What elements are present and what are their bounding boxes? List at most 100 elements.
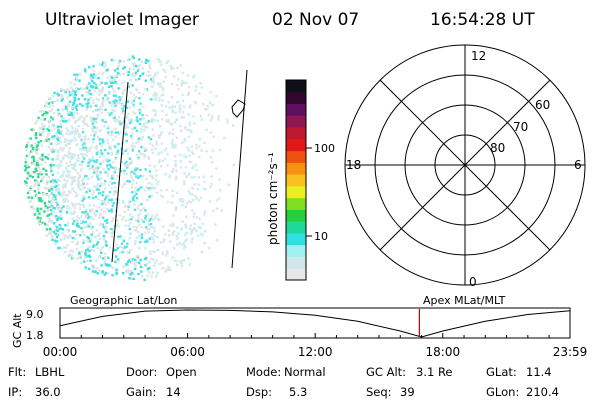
- aurora-pixel: [150, 275, 153, 278]
- aurora-pixel: [105, 243, 108, 247]
- aurora-pixel: [107, 183, 111, 187]
- aurora-pixel: [59, 175, 63, 178]
- aurora-pixel: [155, 96, 158, 99]
- aurora-pixel: [216, 207, 219, 210]
- aurora-pixel: [81, 127, 85, 131]
- aurora-pixel: [100, 142, 104, 145]
- aurora-pixel: [64, 184, 67, 188]
- aurora-pixel: [67, 153, 71, 156]
- aurora-pixel: [191, 209, 194, 212]
- aurora-pixel: [109, 165, 113, 168]
- aurora-pixel: [185, 155, 188, 159]
- aurora-pixel: [53, 178, 57, 181]
- aurora-pixel: [138, 112, 142, 115]
- aurora-pixel: [102, 168, 105, 171]
- polar-label-80: 80: [490, 141, 505, 155]
- aurora-pixel: [123, 105, 126, 108]
- aurora-pixel: [45, 137, 48, 141]
- aurora-pixel: [141, 175, 145, 178]
- aurora-pixel: [110, 210, 113, 213]
- aurora-pixel: [65, 211, 69, 214]
- aurora-pixel: [45, 139, 48, 142]
- aurora-pixel: [106, 127, 110, 130]
- aurora-pixel: [128, 232, 132, 236]
- aurora-pixel: [43, 140, 46, 143]
- aurora-pixel: [169, 122, 172, 125]
- aurora-pixel: [143, 257, 147, 261]
- aurora-pixel: [94, 146, 97, 149]
- aurora-pixel: [135, 119, 138, 122]
- strip-ytick-top: 9.0: [26, 308, 44, 321]
- aurora-pixel: [125, 139, 128, 143]
- aurora-pixel: [55, 158, 58, 161]
- aurora-pixel: [93, 134, 96, 137]
- aurora-pixel: [70, 212, 73, 216]
- flt-label: Flt:: [8, 365, 26, 379]
- aurora-pixel: [161, 86, 165, 90]
- aurora-pixel: [101, 141, 105, 144]
- aurora-pixel: [58, 246, 61, 249]
- aurora-pixel: [150, 257, 153, 260]
- aurora-pixel: [166, 252, 169, 255]
- aurora-pixel: [159, 85, 162, 88]
- aurora-pixel: [173, 230, 176, 233]
- aurora-pixel: [74, 106, 78, 109]
- aurora-pixel: [92, 76, 95, 79]
- aurora-pixel: [160, 261, 164, 264]
- aurora-pixel: [197, 176, 200, 179]
- aurora-pixel: [142, 93, 145, 96]
- aurora-pixel: [194, 164, 197, 167]
- aurora-pixel: [70, 254, 73, 257]
- aurora-pixel: [60, 129, 63, 132]
- aurora-pixel: [123, 210, 126, 214]
- aurora-pixel: [155, 191, 159, 195]
- aurora-pixel: [136, 69, 140, 72]
- aurora-pixel: [208, 200, 212, 203]
- aurora-pixel: [63, 140, 67, 143]
- aurora-pixel: [153, 229, 156, 233]
- aurora-pixel: [93, 244, 96, 247]
- aurora-pixel: [88, 250, 91, 253]
- aurora-pixel: [151, 80, 154, 84]
- aurora-pixel: [77, 124, 80, 128]
- aurora-pixel: [53, 100, 56, 103]
- aurora-pixel: [79, 152, 83, 156]
- aurora-pixel: [151, 218, 154, 222]
- aurora-pixel: [29, 188, 33, 191]
- aurora-pixel: [76, 257, 79, 260]
- aurora-pixel: [54, 149, 57, 152]
- aurora-pixel: [124, 264, 127, 267]
- aurora-pixel: [180, 227, 183, 231]
- polar-label-60: 60: [535, 98, 550, 112]
- aurora-pixel: [139, 118, 142, 121]
- aurora-pixel: [110, 200, 113, 203]
- aurora-pixel: [38, 191, 41, 194]
- aurora-pixel: [104, 240, 108, 243]
- aurora-pixel: [211, 149, 215, 152]
- aurora-pixel: [218, 197, 221, 200]
- aurora-pixel: [179, 64, 182, 67]
- aurora-pixel: [71, 176, 74, 179]
- aurora-pixel: [43, 124, 46, 128]
- aurora-pixel: [80, 163, 83, 167]
- aurora-pixel: [157, 152, 161, 155]
- aurora-pixel: [94, 74, 98, 77]
- door-label: Door:: [126, 365, 157, 379]
- aurora-pixel: [151, 128, 155, 131]
- aurora-pixel: [50, 234, 54, 238]
- aurora-pixel: [98, 223, 102, 226]
- aurora-pixel: [129, 173, 132, 176]
- aurora-pixel: [145, 88, 149, 91]
- aurora-pixel: [102, 191, 105, 194]
- aurora-pixel: [127, 205, 130, 208]
- aurora-pixel: [187, 257, 190, 260]
- aurora-pixel: [176, 226, 179, 229]
- aurora-pixel: [78, 251, 81, 254]
- aurora-pixel: [155, 93, 159, 96]
- aurora-pixel: [77, 156, 80, 159]
- aurora-pixel: [82, 143, 85, 146]
- aurora-pixel: [92, 249, 95, 252]
- aurora-pixel: [209, 119, 213, 122]
- aurora-pixel: [158, 219, 161, 222]
- aurora-pixel: [88, 204, 91, 207]
